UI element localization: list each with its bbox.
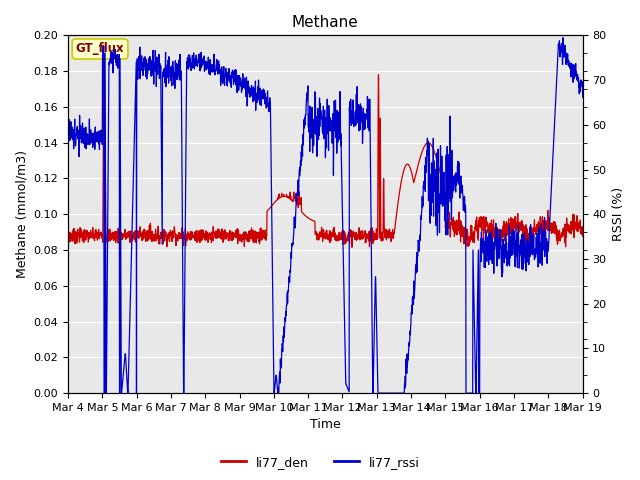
- Y-axis label: Methane (mmol/m3): Methane (mmol/m3): [15, 150, 28, 278]
- Y-axis label: RSSI (%): RSSI (%): [612, 187, 625, 241]
- X-axis label: Time: Time: [310, 419, 340, 432]
- Title: Methane: Methane: [292, 15, 358, 30]
- Text: GT_flux: GT_flux: [76, 43, 124, 56]
- Legend: li77_den, li77_rssi: li77_den, li77_rssi: [216, 451, 424, 474]
